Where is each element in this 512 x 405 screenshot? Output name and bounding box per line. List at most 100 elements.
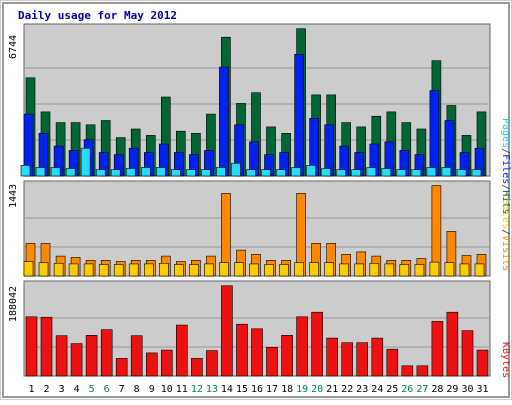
x-label-day-8: 8 bbox=[134, 384, 140, 395]
x-label-day-1: 1 bbox=[28, 384, 34, 395]
bar-pages-day-31 bbox=[471, 169, 482, 177]
bar-sites-day-19 bbox=[294, 262, 304, 277]
bar-pages-day-11 bbox=[171, 169, 181, 177]
legend-files: Files bbox=[500, 154, 511, 184]
bar-kbytes-day-12 bbox=[191, 358, 203, 377]
bar-kbytes-day-21 bbox=[326, 337, 339, 377]
grid-lines bbox=[25, 217, 489, 248]
panel-hits-files-pages: 6744 Pages/Files/Hits bbox=[8, 23, 511, 214]
bar-sites-day-6 bbox=[98, 264, 109, 277]
bar-pages-day-21 bbox=[321, 168, 332, 177]
legend-sites-visits: Sites/Visits bbox=[500, 199, 511, 271]
bar-sites-day-1 bbox=[23, 261, 34, 277]
bar-files-day-28 bbox=[429, 90, 440, 177]
bars-group bbox=[20, 28, 487, 177]
bar-sites-day-26 bbox=[399, 264, 410, 277]
y-max-label: 188042 bbox=[8, 286, 19, 322]
bar-sites-day-29 bbox=[444, 262, 455, 277]
bars-group bbox=[23, 185, 487, 277]
x-axis-labels: 1 2 3 4 5 6 7 8 9 10 11 12 13 14 15 16 17 18 19 20 21 22 23 24 2… bbox=[28, 384, 488, 395]
x-label-day-3: 3 bbox=[59, 384, 65, 395]
bar-pages-day-9 bbox=[141, 167, 151, 177]
bar-kbytes-day-23 bbox=[356, 342, 369, 377]
legend-kbytes: KBytes bbox=[500, 342, 511, 378]
legend-visits: Visits bbox=[500, 235, 511, 271]
x-label-day-14: 14 bbox=[221, 384, 233, 395]
x-label-day-21: 21 bbox=[326, 384, 338, 395]
bar-sites-day-10 bbox=[159, 262, 169, 277]
bar-sites-day-4 bbox=[68, 263, 79, 277]
bar-sites-day-27 bbox=[414, 264, 425, 277]
bar-pages-day-3 bbox=[50, 167, 61, 177]
bar-kbytes-day-11 bbox=[176, 324, 188, 377]
x-label-day-22: 22 bbox=[341, 384, 353, 395]
bar-pages-day-16 bbox=[246, 169, 256, 177]
x-label-day-30: 30 bbox=[461, 384, 473, 395]
x-label-day-6: 6 bbox=[104, 384, 110, 395]
bar-pages-day-20 bbox=[306, 165, 316, 177]
legend-kbytes-label: KBytes bbox=[500, 342, 511, 378]
bar-sites-day-16 bbox=[249, 263, 259, 277]
bar-pages-day-28 bbox=[426, 167, 437, 177]
bar-sites-day-9 bbox=[144, 263, 154, 277]
x-label-day-29: 29 bbox=[446, 384, 458, 395]
bar-sites-day-2 bbox=[38, 262, 49, 277]
x-label-day-10: 10 bbox=[161, 384, 173, 395]
bar-pages-day-10 bbox=[156, 167, 166, 177]
bar-pages-day-19 bbox=[291, 167, 301, 177]
inner-frame bbox=[2, 2, 510, 398]
bar-pages-day-23 bbox=[351, 169, 362, 177]
legend-hits-files-pages: Pages/Files/Hits bbox=[500, 118, 511, 214]
bar-sites-day-28 bbox=[429, 261, 440, 277]
x-label-day-20: 20 bbox=[311, 384, 323, 395]
bar-kbytes-day-24 bbox=[371, 337, 384, 377]
bar-sites-day-15 bbox=[234, 262, 244, 277]
bar-sites-day-11 bbox=[174, 264, 184, 277]
bar-kbytes-day-6 bbox=[100, 329, 113, 377]
bar-kbytes-day-18 bbox=[281, 334, 293, 377]
bar-kbytes-day-14 bbox=[221, 285, 233, 377]
bar-kbytes-day-15 bbox=[236, 323, 248, 377]
x-label-day-26: 26 bbox=[401, 384, 413, 395]
bar-kbytes-day-16 bbox=[251, 328, 263, 377]
bar-pages-day-15 bbox=[231, 162, 241, 177]
bar-sites-day-22 bbox=[339, 263, 350, 277]
bar-sites-day-24 bbox=[369, 262, 380, 277]
bar-sites-day-31 bbox=[474, 263, 485, 277]
bar-kbytes-day-25 bbox=[386, 348, 399, 377]
bar-kbytes-day-10 bbox=[161, 349, 173, 377]
bar-sites-day-13 bbox=[204, 263, 214, 277]
bar-pages-day-14 bbox=[216, 167, 226, 177]
bar-sites-day-17 bbox=[264, 264, 274, 277]
bar-pages-day-2 bbox=[35, 167, 46, 177]
bar-sites-day-5 bbox=[83, 263, 94, 277]
bar-pages-day-27 bbox=[411, 169, 422, 177]
x-label-day-16: 16 bbox=[251, 384, 263, 395]
bar-files-day-19 bbox=[294, 53, 304, 177]
svg-text:KBytes: KBytes bbox=[500, 342, 511, 378]
svg-text:Pages/Files/Hits: Pages/Files/Hits bbox=[500, 118, 511, 214]
bar-sites-day-8 bbox=[128, 263, 139, 277]
bar-kbytes-day-2 bbox=[40, 316, 53, 377]
bar-kbytes-day-5 bbox=[85, 334, 98, 377]
bar-kbytes-day-27 bbox=[416, 365, 429, 377]
bar-kbytes-day-7 bbox=[115, 358, 128, 377]
bar-kbytes-day-29 bbox=[446, 311, 459, 377]
bar-pages-day-17 bbox=[261, 169, 271, 177]
x-label-day-17: 17 bbox=[266, 384, 278, 395]
x-label-day-18: 18 bbox=[281, 384, 293, 395]
legend-pages: Pages bbox=[500, 118, 511, 148]
legend-hits: Hits bbox=[500, 190, 511, 214]
x-label-day-28: 28 bbox=[431, 384, 443, 395]
bars-group bbox=[25, 285, 489, 377]
bar-kbytes-day-9 bbox=[146, 352, 158, 377]
bar-sites-day-20 bbox=[309, 262, 319, 277]
bar-pages-day-22 bbox=[336, 169, 347, 177]
panel-sites-visits: 1443 Sites/Visits bbox=[8, 180, 511, 277]
y-max-label: 6744 bbox=[8, 35, 19, 59]
bar-kbytes-day-8 bbox=[130, 335, 143, 377]
bar-pages-day-25 bbox=[381, 168, 392, 177]
x-label-day-7: 7 bbox=[119, 384, 125, 395]
